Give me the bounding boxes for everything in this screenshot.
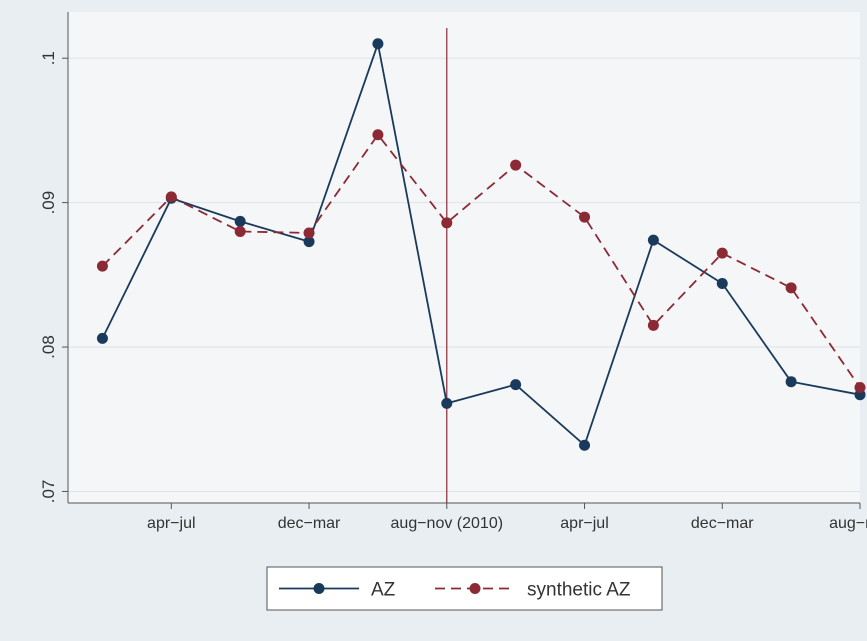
grid-lines: [68, 57, 860, 492]
data-point-series-2: [510, 159, 522, 171]
x-tick-label: dec−mar: [278, 515, 341, 532]
series-line-2: [101, 133, 861, 388]
data-point-series-2: [441, 217, 453, 229]
data-point-series-2: [303, 227, 315, 239]
data-point-series-2: [165, 191, 177, 203]
y-tick-label: .08: [39, 335, 58, 359]
data-point-series-2: [647, 319, 659, 331]
data-point-series-2: [96, 260, 108, 272]
y-tick-label: .09: [39, 191, 58, 215]
axes: .07 .08 .09 .1 apr−jul dec−mar aug−nov (2010) a…: [39, 12, 867, 532]
x-tick-label: apr−jul: [147, 515, 195, 532]
legend-marker-series-1: [313, 583, 325, 594]
legend-label-series-2: synthetic AZ: [527, 580, 631, 601]
data-point-series-1: [234, 215, 246, 227]
y-tick-label: .07: [39, 480, 58, 504]
plot-area: [68, 12, 860, 503]
legend: AZ synthetic AZ: [266, 566, 663, 611]
x-tick-label: dec−mar: [691, 515, 754, 532]
data-point-series-2: [234, 226, 246, 238]
x-tick-label: aug−nov: [829, 515, 867, 532]
data-point-series-2: [716, 247, 728, 259]
series-line-1: [101, 40, 861, 447]
data-point-series-2: [372, 129, 384, 141]
data-point-series-1: [96, 332, 108, 344]
data-point-series-1: [579, 439, 591, 451]
data-point-series-1: [441, 397, 453, 409]
data-point-series-1: [303, 236, 315, 248]
data-point-series-2: [579, 211, 591, 223]
data-point-series-1: [785, 376, 797, 388]
data-point-series-1: [647, 234, 659, 246]
data-point-series-1: [372, 38, 384, 50]
x-tick-label: aug−nov (2010): [391, 515, 504, 532]
legend-label-series-1: AZ: [371, 580, 396, 601]
legend-marker-series-2: [469, 583, 481, 594]
data-point-series-2: [854, 381, 866, 393]
data-point-series-1: [716, 277, 728, 289]
x-tick-label: apr−jul: [560, 515, 608, 532]
y-tick-label: .1: [39, 51, 58, 65]
data-point-series-1: [510, 379, 522, 391]
series-group: [96, 38, 866, 451]
data-point-series-2: [785, 282, 797, 294]
